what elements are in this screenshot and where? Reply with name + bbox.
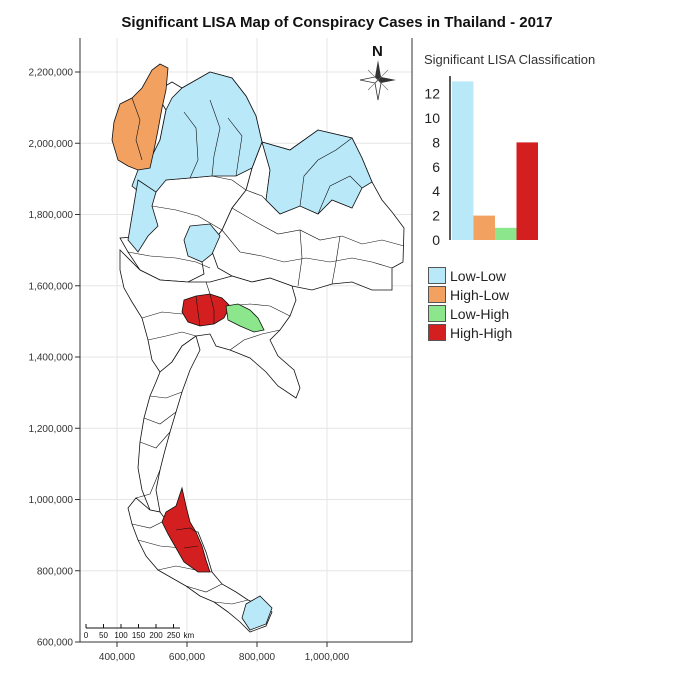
x-axis-ticks: 400,000 600,000 800,000 1,000,000 <box>99 642 350 663</box>
y-tick-label: 600,000 <box>37 638 74 649</box>
legend-label-high-low: High-Low <box>450 286 510 303</box>
y-tick-label: 2,000,000 <box>29 139 74 150</box>
legend-item-low-low: Low-Low <box>428 266 512 285</box>
high-high-bangkok-cluster <box>181 293 231 327</box>
histogram-bar-high-high <box>516 142 538 240</box>
scale-label: 250 <box>167 631 181 640</box>
legend-label-high-high: High-High <box>450 324 513 341</box>
low-low-provinces <box>127 71 373 631</box>
scale-bar: 0 50 100 150 200 250 km <box>84 624 195 640</box>
x-tick-label: 1,000,000 <box>305 652 350 663</box>
scale-unit: km <box>184 631 195 640</box>
legend-swatch-low-low <box>428 267 446 284</box>
high-low-northwest <box>111 63 169 171</box>
legend-item-low-high: Low-High <box>428 304 512 323</box>
legend-swatch-high-low <box>428 286 446 303</box>
legend: Low-Low High-Low Low-High High-High <box>428 266 512 342</box>
scale-label: 200 <box>149 631 163 640</box>
histogram-y-tick-label: 0 <box>432 232 440 248</box>
y-tick-label: 2,200,000 <box>29 68 74 79</box>
histogram-title: Significant LISA Classification <box>424 52 596 67</box>
low-low-central-north <box>183 223 221 263</box>
histogram-bar-high-low <box>473 215 495 240</box>
legend-item-high-low: High-Low <box>428 285 512 304</box>
scale-label: 50 <box>99 631 108 640</box>
lisa-classification-histogram: 0 2 4 6 8 10 12 <box>424 76 538 248</box>
y-tick-label: 800,000 <box>37 566 74 577</box>
x-tick-label: 400,000 <box>99 652 136 663</box>
y-tick-label: 1,400,000 <box>29 353 74 364</box>
legend-item-high-high: High-High <box>428 323 512 342</box>
histogram-y-ticks: 0 2 4 6 8 10 12 <box>424 86 440 248</box>
histogram-y-tick-label: 12 <box>424 86 440 102</box>
scale-label: 150 <box>132 631 146 640</box>
y-tick-label: 1,800,000 <box>29 210 74 221</box>
histogram-bar-low-high <box>495 227 517 240</box>
low-low-northeast-block <box>261 129 373 215</box>
high-high-provinces <box>161 293 231 573</box>
scale-label: 100 <box>114 631 128 640</box>
y-tick-label: 1,000,000 <box>29 495 74 506</box>
y-tick-label: 1,600,000 <box>29 281 74 292</box>
histogram-y-tick-label: 4 <box>432 183 440 199</box>
x-tick-label: 800,000 <box>239 652 276 663</box>
histogram-y-tick-label: 6 <box>432 159 440 175</box>
high-low-provinces <box>111 63 169 171</box>
histogram-y-tick-label: 2 <box>432 208 440 224</box>
low-low-west-strip <box>127 179 159 253</box>
legend-swatch-high-high <box>428 324 446 341</box>
high-high-south-cluster <box>161 486 211 573</box>
histogram-y-tick-label: 8 <box>432 134 440 150</box>
map-title: Significant LISA Map of Conspiracy Cases… <box>121 14 553 31</box>
legend-label-low-high: Low-High <box>450 305 510 322</box>
y-tick-label: 1,200,000 <box>29 424 74 435</box>
x-tick-label: 600,000 <box>169 652 206 663</box>
scale-label: 0 <box>84 631 89 640</box>
low-high-east-of-bangkok <box>225 303 265 333</box>
north-arrow-icon <box>359 60 396 101</box>
histogram-y-tick-label: 10 <box>424 110 440 126</box>
low-high-provinces <box>225 303 265 333</box>
legend-label-low-low: Low-Low <box>450 267 507 284</box>
y-axis-ticks: 2,200,000 2,000,000 1,800,000 1,600,000 1,40… <box>29 68 80 649</box>
north-label: N <box>372 43 383 60</box>
histogram-bars <box>452 81 538 241</box>
low-low-south-island <box>241 595 273 631</box>
low-low-north-block <box>131 71 263 197</box>
histogram-bar-low-low <box>452 81 474 241</box>
legend-swatch-low-high <box>428 305 446 322</box>
